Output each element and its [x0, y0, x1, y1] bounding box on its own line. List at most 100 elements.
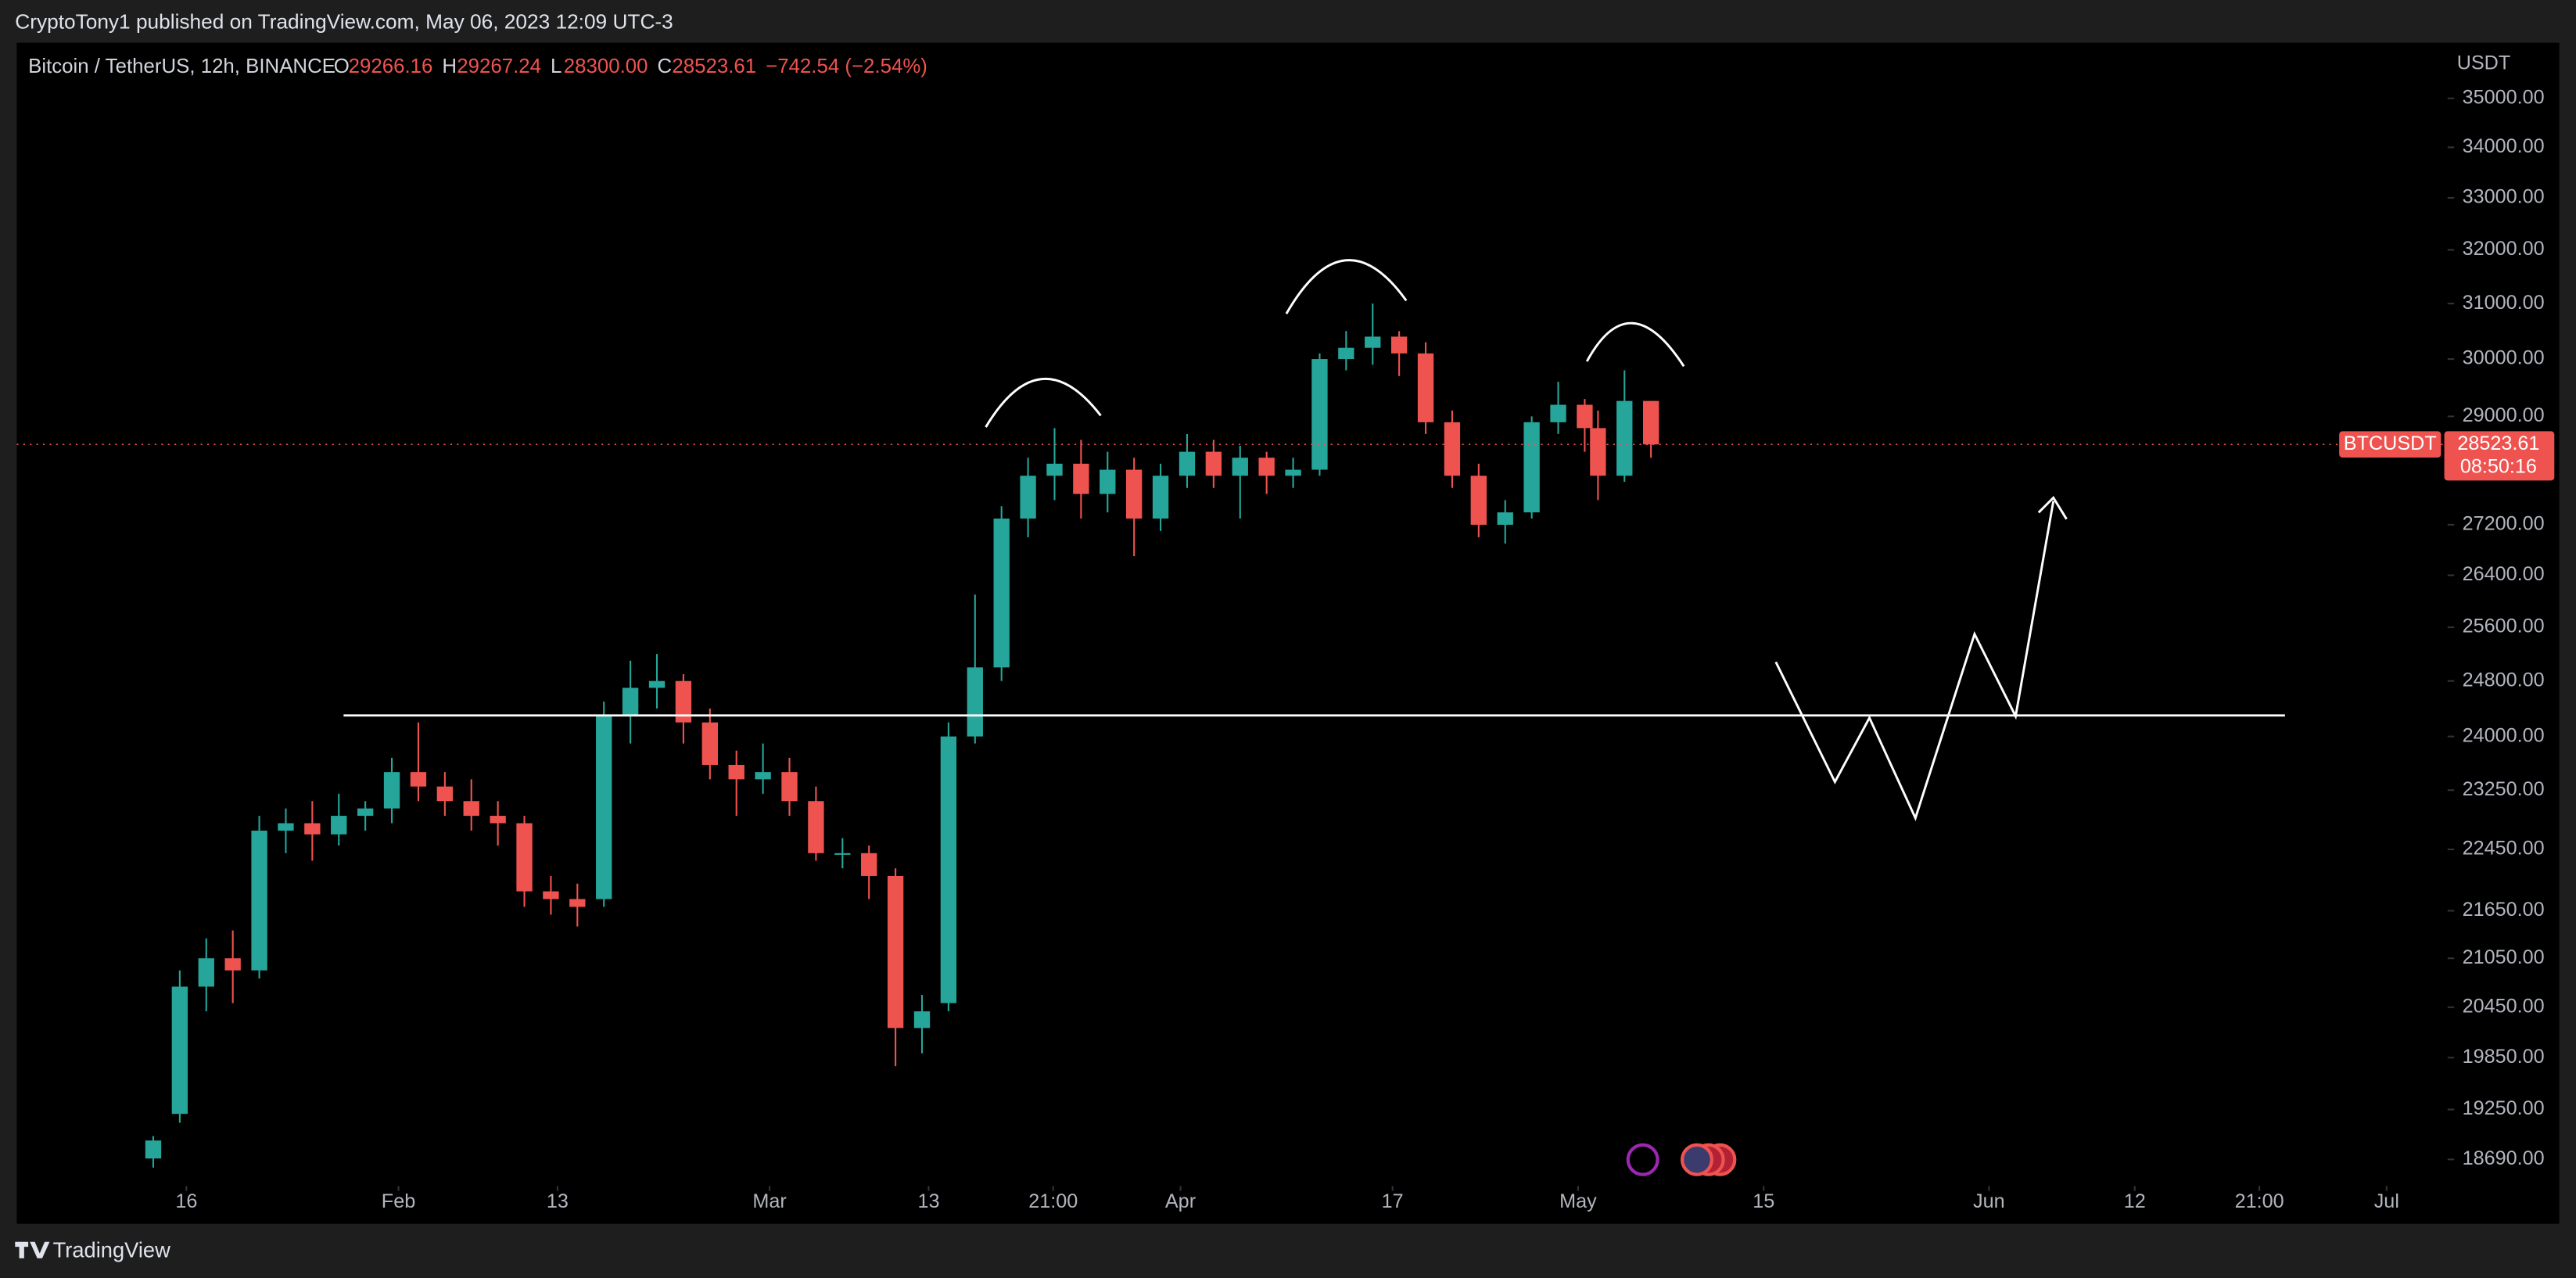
- y-tick-label: 24000.00: [2463, 724, 2545, 746]
- y-tick-label: 20450.00: [2463, 995, 2545, 1017]
- low: 28300.00: [564, 56, 648, 77]
- candle-body: [198, 958, 214, 987]
- y-tick-label: 21050.00: [2463, 946, 2545, 968]
- event-icons: [1626, 1143, 1737, 1176]
- y-tick-label: 19850.00: [2463, 1046, 2545, 1068]
- candle-body: [1417, 353, 1434, 422]
- candle-body: [224, 958, 241, 971]
- x-tick-label: 16: [175, 1190, 197, 1212]
- candle-body: [383, 772, 400, 809]
- unit: USDT: [2457, 52, 2511, 74]
- candle-body: [1205, 451, 1222, 476]
- candle-body: [569, 899, 586, 907]
- y-tick-label: 31000.00: [2463, 292, 2545, 314]
- legend-header: Bitcoin / TetherUS, 12h, BINANCE O 29266…: [28, 56, 927, 77]
- y-tick-label: 22450.00: [2463, 838, 2545, 860]
- candle-body: [728, 764, 744, 780]
- candle-body: [1126, 469, 1143, 519]
- change: −742.54 (−2.54%): [766, 56, 927, 77]
- candle-body: [913, 1011, 931, 1029]
- publisher: CryptoTony1 published on TradingView.com…: [15, 9, 673, 33]
- y-tick-label: 21650.00: [2463, 899, 2545, 921]
- candle-body: [967, 667, 983, 737]
- x-tick-label: 13: [917, 1190, 939, 1212]
- candle-body: [331, 816, 347, 835]
- candle-body: [1523, 422, 1540, 513]
- candle-body: [755, 772, 771, 780]
- brand-logo: [15, 1241, 50, 1258]
- candle-body: [410, 772, 427, 787]
- candle-body: [1258, 458, 1275, 476]
- candle-body: [1642, 400, 1659, 445]
- x-tick-label: 21:00: [1028, 1190, 1078, 1212]
- arc: [985, 377, 1102, 428]
- candle-body: [940, 736, 957, 1003]
- y-tick-label: 27200.00: [2463, 513, 2545, 535]
- candle-body: [1285, 469, 1301, 476]
- candle-body: [463, 801, 479, 817]
- y-tick-label: 24800.00: [2463, 669, 2545, 691]
- candle-body: [357, 808, 374, 817]
- y-tick-label: 19250.00: [2463, 1097, 2545, 1119]
- candle-body: [622, 687, 639, 716]
- candle-body: [1046, 463, 1063, 476]
- chart-area: [16, 42, 2560, 1224]
- candle-body: [171, 986, 188, 1115]
- candle-body: [1444, 422, 1461, 476]
- x-tick-label: 12: [2124, 1190, 2146, 1212]
- o-label: O: [334, 56, 350, 77]
- candle-body: [1179, 451, 1196, 476]
- x-tick-label: Mar: [752, 1190, 786, 1212]
- y-tick-label: 30000.00: [2463, 347, 2545, 369]
- y-tick-label: 23250.00: [2463, 778, 2545, 800]
- arc: [1285, 259, 1408, 314]
- candle-body: [1100, 469, 1116, 494]
- candle-body: [1497, 512, 1513, 525]
- y-tick-label: 29000.00: [2463, 404, 2545, 426]
- l-label: L: [551, 56, 561, 77]
- candle-body: [490, 816, 506, 824]
- close: 28523.61: [672, 56, 756, 77]
- x-tick-label: 17: [1382, 1190, 1404, 1212]
- candle-body: [1311, 359, 1328, 470]
- candle-body: [887, 875, 904, 1029]
- y-tick-label: 32000.00: [2463, 238, 2545, 260]
- price-badge: [2444, 431, 2555, 481]
- symbol: Bitcoin / TetherUS, 12h, BINANCE: [28, 56, 335, 77]
- candle-body: [861, 853, 877, 876]
- candle-body: [1577, 404, 1593, 429]
- icon[interactable]: [1626, 1143, 1659, 1176]
- x-tick-label: 21:00: [2235, 1190, 2284, 1212]
- candle-body: [993, 519, 1010, 668]
- y-tick-label: 33000.00: [2463, 186, 2545, 208]
- x-tick-label: 15: [1753, 1190, 1774, 1212]
- candle-body: [516, 823, 533, 892]
- candle-body: [781, 772, 798, 802]
- open: 29266.16: [349, 56, 433, 77]
- price-label: 28523.61: [2457, 433, 2539, 454]
- candle-body: [304, 823, 321, 835]
- icon[interactable]: [1680, 1143, 1713, 1176]
- candle-body: [1365, 336, 1381, 348]
- candle-body: [808, 801, 824, 853]
- candle-body: [648, 680, 666, 688]
- y-tick-label: 25600.00: [2463, 616, 2545, 637]
- candle-body: [1020, 476, 1036, 519]
- y-tick-label: 26400.00: [2463, 563, 2545, 585]
- x-tick-label: Jul: [2374, 1190, 2399, 1212]
- candle-body: [543, 891, 559, 899]
- x-tick-label: Feb: [382, 1190, 415, 1212]
- x-tick-label: Apr: [1165, 1190, 1196, 1212]
- candle-body: [145, 1140, 162, 1159]
- brand: TradingView: [15, 1238, 170, 1262]
- candle-body: [1073, 463, 1089, 494]
- brand-name: TradingView: [53, 1238, 170, 1262]
- y-tick-label: 18690.00: [2463, 1147, 2545, 1169]
- candle-body: [1152, 476, 1169, 519]
- countdown: 08:50:16: [2460, 455, 2537, 477]
- candle-body: [675, 680, 692, 723]
- symbol-label: BTCUSDT: [2344, 433, 2437, 454]
- drawings: [985, 259, 2068, 821]
- h-label: H: [442, 56, 457, 77]
